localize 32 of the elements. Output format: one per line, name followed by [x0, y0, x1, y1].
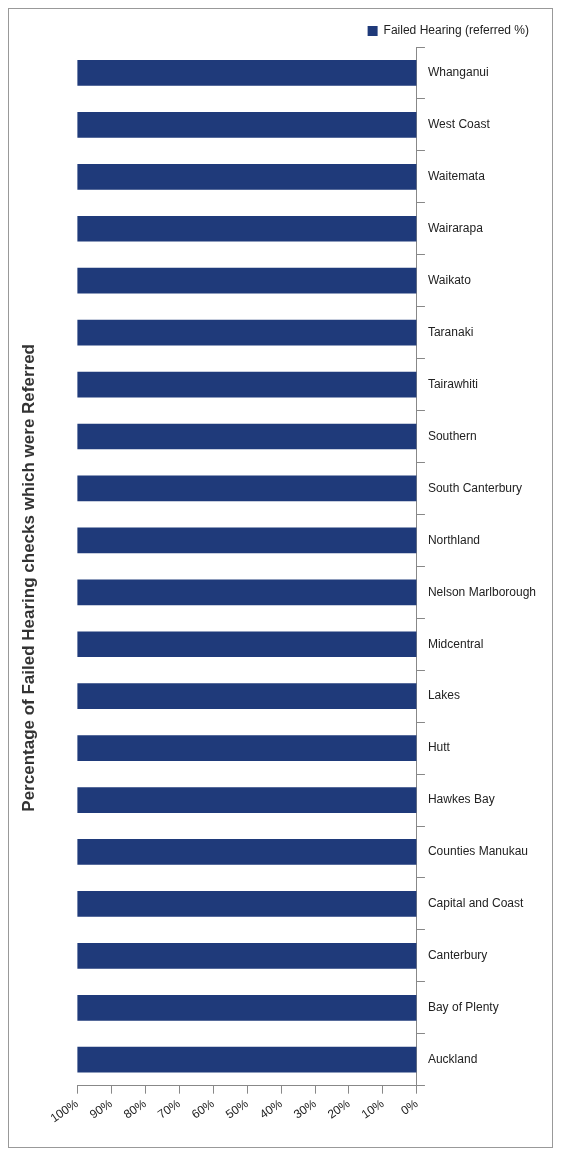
y-tick-label: Whanganui [427, 65, 489, 80]
y-tick-label: Northland [427, 532, 480, 547]
y-tick-label: Wairarapa [427, 221, 484, 236]
y-tick-label: Lakes [427, 688, 460, 703]
x-tick-label: 80% [121, 1096, 150, 1122]
y-tick-label: Canterbury [427, 948, 488, 963]
y-tick-label: Waitemata [427, 169, 486, 184]
y-tick-label: West Coast [427, 117, 491, 132]
y-tick-label: Taranaki [427, 324, 474, 339]
x-tick-label: 30% [290, 1096, 319, 1122]
y-tick-label: Waikato [427, 273, 472, 288]
x-tick-label: 20% [324, 1096, 353, 1122]
y-tick-label: South Canterbury [427, 480, 522, 495]
x-tick-label: 60% [188, 1096, 217, 1122]
x-tick-label: 70% [155, 1096, 183, 1122]
y-tick-label: Capital and Coast [427, 896, 524, 911]
y-tick-label: Hutt [427, 740, 451, 755]
y-tick-label: Auckland [427, 1052, 478, 1067]
x-tick-label: 10% [358, 1096, 387, 1122]
x-tick-label: 40% [256, 1096, 285, 1122]
y-tick-label: Midcentral [427, 636, 484, 651]
legend-label: Failed Hearing (referred %) [383, 23, 529, 38]
text: Percentage of Failed Hearing checks which were Referred [19, 344, 39, 812]
y-tick-label: Nelson Marlborough [427, 584, 536, 599]
x-tick-label: 50% [222, 1096, 251, 1122]
y-tick-label: Hawkes Bay [427, 792, 495, 807]
y-tick-label: Counties Manukau [427, 844, 528, 859]
y-tick-label: Bay of Plenty [427, 1000, 499, 1015]
y-tick-label: Tairawhiti [427, 376, 478, 391]
x-tick-label: 90% [87, 1096, 116, 1122]
x-tick-label: 0% [398, 1096, 421, 1118]
y-tick-label: Southern [427, 428, 477, 443]
